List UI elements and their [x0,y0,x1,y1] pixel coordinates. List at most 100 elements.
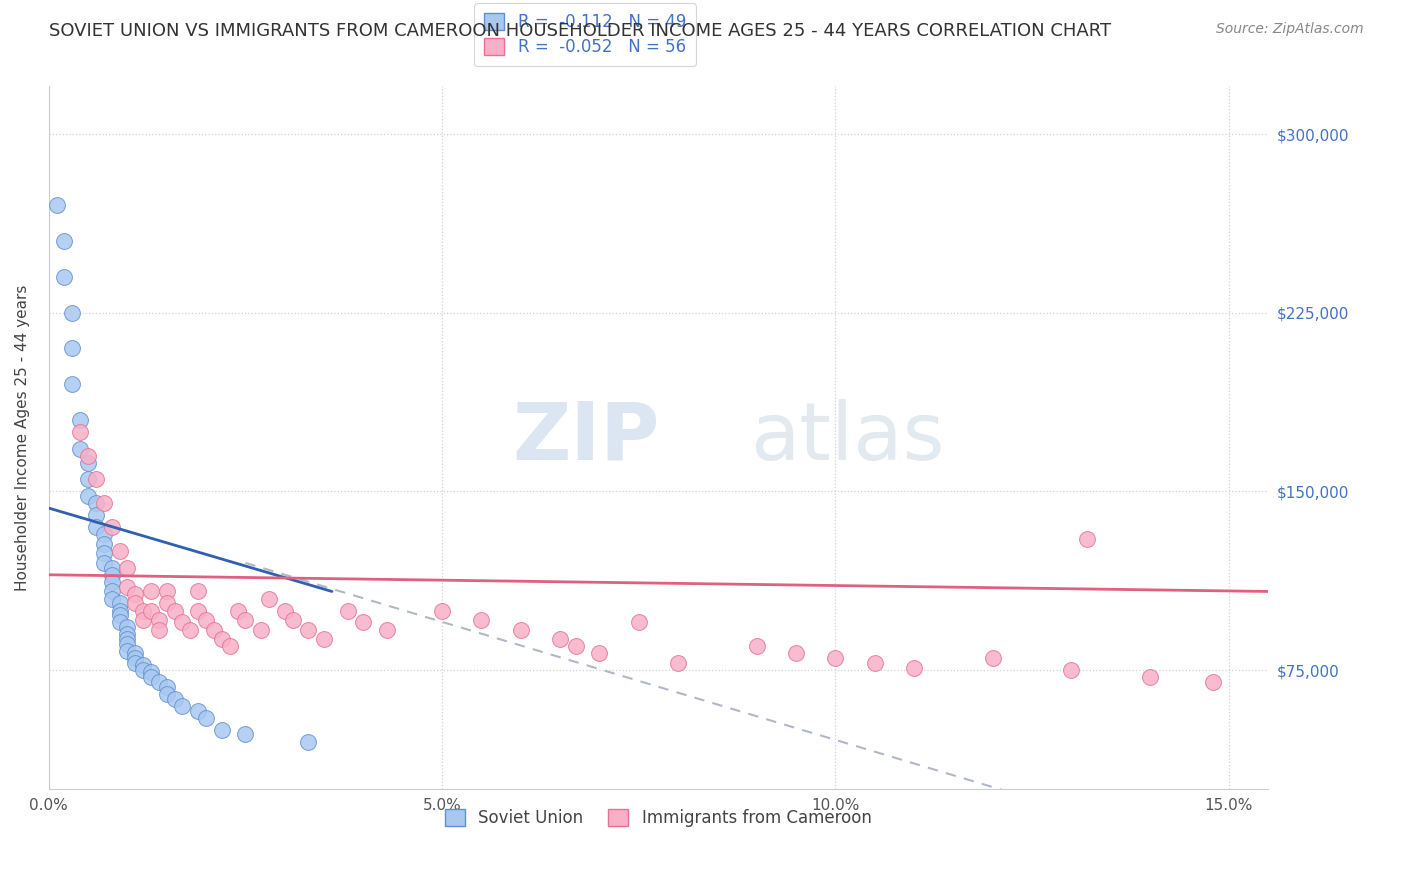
Point [117,644,139,658]
Point [163,603,186,617]
Point [108,544,131,558]
Point [139,584,162,599]
Point [124,651,146,665]
Point [211,723,233,737]
Point [117,560,139,574]
Point [93,556,115,570]
Point [93,537,115,551]
Point [84,496,107,510]
Point [627,615,650,630]
Point [250,623,273,637]
Point [352,615,374,630]
Point [274,603,297,617]
Text: atlas: atlas [749,399,945,477]
Point [100,584,122,599]
Point [172,615,194,630]
Point [77,449,100,463]
Point [117,637,139,651]
Point [565,640,588,654]
Point [117,632,139,646]
Point [903,661,925,675]
Point [69,442,91,456]
Point [100,560,122,574]
Point [124,656,146,670]
Point [69,413,91,427]
Point [117,620,139,634]
Point [117,580,139,594]
Point [235,727,257,741]
Point [548,632,571,646]
Point [981,651,1004,665]
Point [163,691,186,706]
Point [281,613,304,627]
Point [77,473,100,487]
Point [100,567,122,582]
Point [218,640,240,654]
Point [93,546,115,560]
Point [187,603,209,617]
Text: ZIP: ZIP [512,399,659,477]
Point [108,596,131,610]
Point [297,623,319,637]
Point [745,640,768,654]
Point [100,520,122,534]
Point [93,496,115,510]
Y-axis label: Householder Income Ages 25 - 44 years: Householder Income Ages 25 - 44 years [15,285,30,591]
Point [124,647,146,661]
Point [430,603,453,617]
Point [53,234,76,248]
Point [509,623,531,637]
Point [336,603,359,617]
Point [53,270,76,285]
Point [375,623,398,637]
Point [60,306,83,320]
Point [139,665,162,680]
Point [148,623,170,637]
Point [235,613,257,627]
Point [156,596,179,610]
Point [156,687,179,701]
Point [226,603,249,617]
Point [1060,663,1083,677]
Point [202,623,225,637]
Point [187,704,209,718]
Point [588,647,610,661]
Point [132,663,155,677]
Point [60,342,83,356]
Point [1139,670,1161,684]
Point [84,520,107,534]
Point [132,658,155,673]
Point [108,603,131,617]
Point [93,527,115,541]
Point [100,591,122,606]
Point [124,587,146,601]
Point [785,647,807,661]
Text: SOVIET UNION VS IMMIGRANTS FROM CAMEROON HOUSEHOLDER INCOME AGES 25 - 44 YEARS C: SOVIET UNION VS IMMIGRANTS FROM CAMEROON… [49,22,1111,40]
Point [148,675,170,690]
Point [132,603,155,617]
Point [45,198,67,212]
Point [297,734,319,748]
Point [69,425,91,439]
Point [666,656,689,670]
Text: Source: ZipAtlas.com: Source: ZipAtlas.com [1216,22,1364,37]
Point [156,680,179,694]
Point [195,711,218,725]
Point [1202,675,1225,690]
Point [139,603,162,617]
Point [117,627,139,641]
Point [124,596,146,610]
Point [148,613,170,627]
Point [60,377,83,392]
Legend: Soviet Union, Immigrants from Cameroon: Soviet Union, Immigrants from Cameroon [439,802,879,834]
Point [179,623,201,637]
Point [172,698,194,713]
Point [100,574,122,589]
Point [195,613,218,627]
Point [77,489,100,503]
Point [156,584,179,599]
Point [84,508,107,523]
Point [108,608,131,623]
Point [863,656,886,670]
Point [108,615,131,630]
